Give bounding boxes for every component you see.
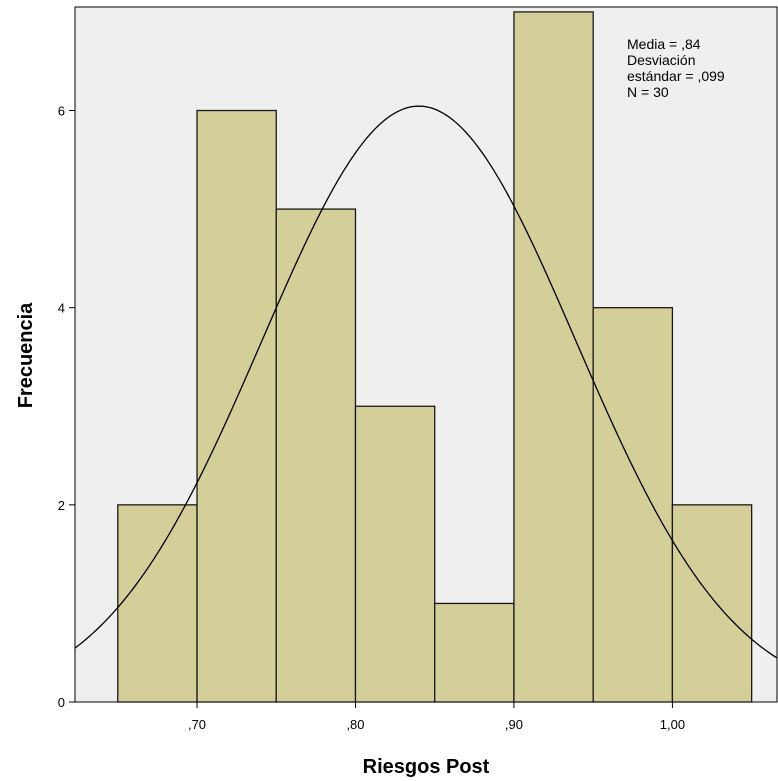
normal-curve — [74, 105, 778, 659]
y-tick-label: 0 — [58, 695, 65, 710]
histogram-bar — [354, 405, 436, 703]
x-axis-title: Riesgos Post — [363, 756, 490, 778]
x-tick-label: 1,00 — [660, 717, 685, 732]
y-tick-label: 4 — [58, 301, 65, 316]
y-tick-label: 6 — [58, 104, 65, 119]
histogram-bar — [671, 504, 753, 703]
stats-line: estándar = ,099 — [627, 68, 725, 84]
histogram-bar — [196, 109, 277, 703]
x-tick-label: ,70 — [188, 717, 206, 732]
histogram-bar — [513, 11, 594, 703]
x-tick-label: ,90 — [505, 717, 523, 732]
histogram-bar — [592, 307, 674, 703]
axes: 0 2 4 6 ,70 ,80 ,90 1,00 — [58, 104, 685, 732]
x-tick-label: ,80 — [346, 717, 364, 732]
stats-line: Media = ,84 — [627, 36, 701, 52]
stats-line: N = 30 — [627, 84, 669, 100]
stats-line: Desviación — [627, 52, 695, 68]
histogram-bar — [434, 602, 515, 703]
stats-box: Media = ,84 Desviación estándar = ,099 N = … — [627, 36, 725, 100]
y-axis-title: Frecuencia — [15, 302, 37, 408]
bars — [117, 11, 753, 703]
y-tick-label: 2 — [58, 498, 65, 513]
histogram-bar — [275, 208, 357, 703]
histogram-bar — [117, 504, 198, 703]
